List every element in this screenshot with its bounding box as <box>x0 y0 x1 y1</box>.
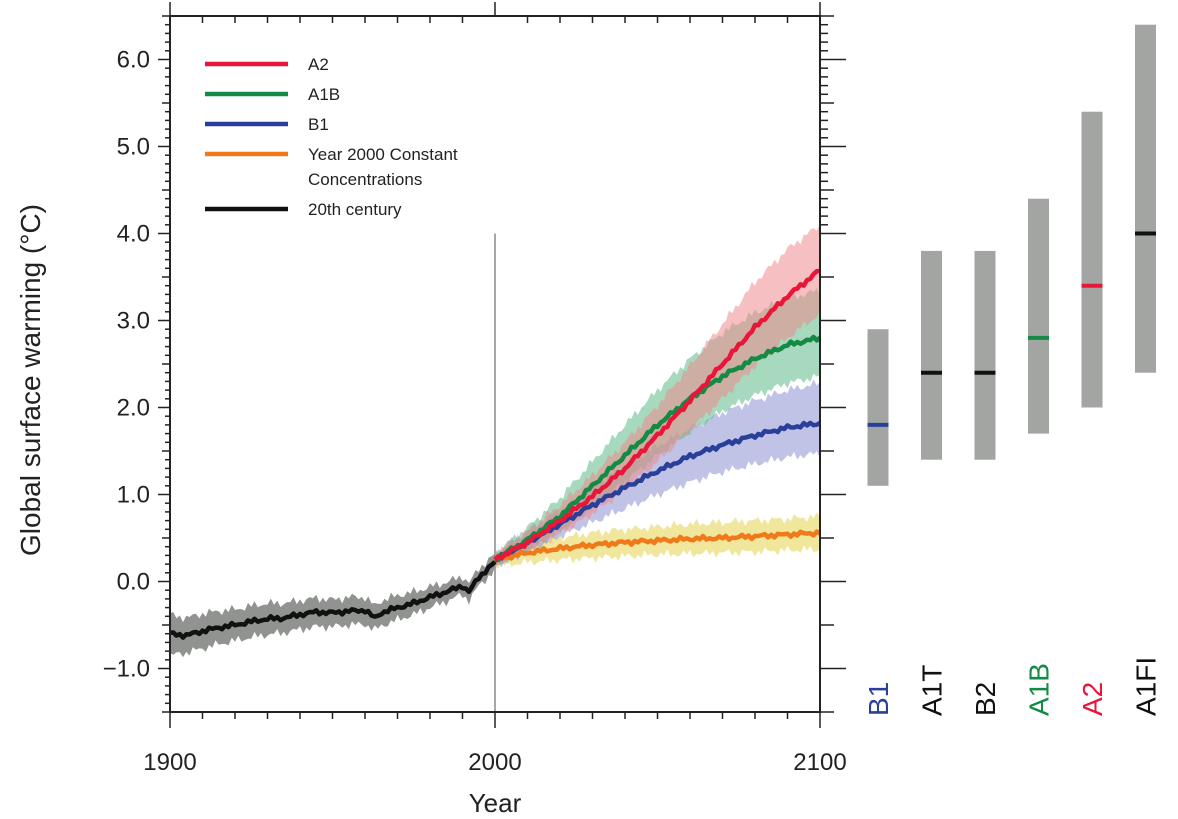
range-bar-a1b <box>1028 198 1049 434</box>
y-tick-label: 4.0 <box>117 221 150 248</box>
y-axis-title: Global surface warming (°C) <box>15 204 46 556</box>
scenario-label-a1b: A1B <box>1024 663 1055 716</box>
x-tick-label: 2000 <box>468 749 521 776</box>
line-a1b <box>494 334 822 562</box>
x-tick-label: 1900 <box>143 749 196 776</box>
y-tick-label: 1.0 <box>117 482 150 509</box>
band-20th-century <box>170 553 495 658</box>
axes: −1.0 0.0 1.0 2.0 3.0 4.0 5.0 6.0 1900 2000 2100 <box>103 2 847 776</box>
x-tick-label: 2100 <box>793 749 846 776</box>
range-bar-b2 <box>974 250 996 460</box>
legend-label: A1B <box>308 85 340 104</box>
scenario-label-a1fi: A1FI <box>1131 657 1162 716</box>
range-bar-a2 <box>1081 111 1103 408</box>
y-tick-label: 3.0 <box>117 308 150 335</box>
scenario-range-bars: B1 A1T B2 A1B A2 A1FI <box>863 24 1162 716</box>
range-bar-a1t <box>921 250 942 460</box>
x-axis-title: Year <box>469 788 522 818</box>
legend-label: A2 <box>308 55 329 74</box>
scenario-label-a1t: A1T <box>917 665 948 716</box>
band-a2 <box>495 224 820 566</box>
legend-label: Concentrations <box>308 170 422 189</box>
scenario-label-b2: B2 <box>970 682 1001 716</box>
y-tick-label: 2.0 <box>117 395 150 422</box>
y-tick-label: 6.0 <box>117 47 150 74</box>
legend-label: Year 2000 Constant <box>308 145 458 164</box>
y-tick-label: −1.0 <box>103 656 150 683</box>
range-bar-b1 <box>867 329 889 486</box>
y-tick-label: 0.0 <box>117 569 150 596</box>
legend-label: B1 <box>308 115 329 134</box>
y-tick-label: 5.0 <box>117 134 150 161</box>
line-a2 <box>493 268 821 562</box>
scenario-label-b1: B1 <box>863 682 894 716</box>
line-20th-century <box>169 560 497 640</box>
scenario-label-a2: A2 <box>1077 682 1108 716</box>
legend: A2 A1B B1 Year 2000 Constant Concentrations 2… <box>205 55 458 219</box>
legend-label: 20th century <box>308 200 402 219</box>
line-year-2000-constant-concentrations <box>493 529 822 563</box>
plot-area <box>169 224 822 712</box>
range-bar-a1fi <box>1135 24 1156 373</box>
